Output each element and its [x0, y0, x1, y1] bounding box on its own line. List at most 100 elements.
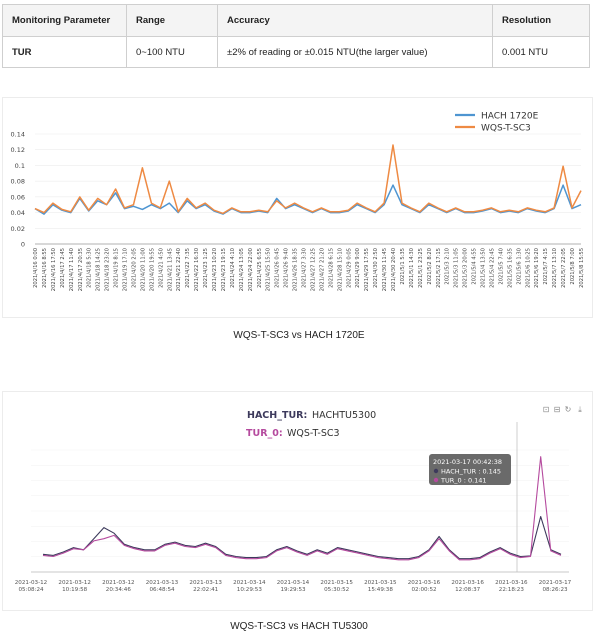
tooltip-dot-hach-tur [433, 468, 439, 474]
legend-label-wqs-t-sc3: WQS-T-SC3 [481, 124, 531, 134]
x-tick-label: 2021/4/23 19:15 [221, 248, 227, 291]
x-tick-label: 2021/5/8 7:00 [570, 248, 576, 285]
x-tick-date: 2021-03-15 [320, 580, 353, 586]
x-tick-label: 2021/5/7 13:10 [552, 248, 558, 288]
x-tick-label: 2021/5/7 22:05 [561, 248, 567, 288]
legend-key-tur-0: TUR_0: [246, 428, 283, 439]
caption-second: WQS-T-SC3 vs HACH TU5300 [230, 621, 368, 632]
x-tick-label: 2021/4/24 22:00 [248, 248, 254, 291]
x-tick-label: 2021/4/26 0:45 [275, 248, 281, 288]
x-tick-label: 2021/4/25 6:55 [257, 248, 263, 288]
tooltip-dot-tur-0 [433, 477, 439, 483]
cell-accuracy: ±2% of reading or ±0.015 NTU(the larger … [217, 36, 493, 68]
x-tick-time: 02:00:52 [411, 587, 436, 593]
x-tick-label: 2021/4/30 2:50 [373, 248, 379, 288]
cell-resolution: 0.001 NTU [492, 36, 590, 68]
y-tick-label: 0.08 [11, 178, 25, 186]
y-tick-label: 0.12 [11, 146, 25, 154]
y-tick-label: 0.04 [11, 209, 25, 217]
x-tick-label: 2021/5/3 20:00 [463, 248, 469, 288]
x-tick-label: 2021/4/27 12:25 [310, 248, 316, 291]
x-tick-time: 20:34:46 [106, 587, 132, 593]
x-tick-date: 2021-03-13 [146, 580, 179, 586]
x-tick-label: 2021/5/2 17:15 [436, 248, 442, 288]
header-resolution: Resolution [492, 4, 590, 37]
x-tick-label: 2021/4/24 13:05 [239, 248, 245, 291]
x-tick-label: 2021/4/28 15:10 [337, 248, 343, 291]
series-line-wqs-t-sc3 [34, 144, 582, 215]
x-tick-label: 2021/5/8 15:55 [579, 248, 585, 288]
x-tick-label: 2021/4/26 18:35 [293, 248, 299, 291]
x-tick-label: 2021/4/30 11:45 [382, 248, 388, 291]
series-line-hach-tur [42, 515, 562, 560]
legend-label-hach-1720e: HACH 1720E [481, 112, 539, 122]
x-tick-label: 2021/4/17 20:35 [78, 248, 84, 291]
legend-name-tur-0: WQS-T-SC3 [287, 428, 340, 439]
legend-key-hach-tur: HACH_TUR: [247, 410, 307, 421]
x-tick-label: 2021/5/1 23:25 [418, 248, 424, 288]
header-range: Range [126, 4, 218, 37]
y-tick-label: 0.06 [11, 193, 25, 201]
x-tick-label: 2021/4/23 10:20 [212, 248, 218, 291]
x-tick-label: 2021/4/21 22:40 [176, 248, 182, 291]
x-tick-time: 22:18:23 [499, 587, 525, 593]
x-tick-label: 2021/4/17 2:45 [60, 248, 66, 288]
x-tick-date: 2021-03-17 [539, 580, 572, 586]
x-tick-label: 2021/4/16 17:50 [51, 248, 57, 291]
x-tick-label: 2021/4/21 4:50 [158, 248, 164, 288]
x-tick-time: 10:29:53 [237, 587, 263, 593]
zoom-in-icon: ⊡ [543, 405, 550, 414]
x-tick-time: 05:30:52 [324, 587, 349, 593]
x-tick-time: 22:02:41 [193, 587, 219, 593]
tooltip-time: 2021-03-17 00:42:38 [433, 458, 502, 466]
zoom-out-icon: ⊟ [554, 405, 561, 414]
tooltip-line-tur-0: TUR_0 : 0.141 [440, 477, 487, 485]
chart-1: 0 0.02 0.04 0.06 0.08 0.1 0.12 0.14 2021/4/16 0:… [11, 112, 585, 292]
x-tick-date: 2021-03-14 [233, 580, 266, 586]
x-tick-label: 2021/4/19 17:10 [123, 248, 129, 291]
x-tick-label: 2021/4/22 16:30 [194, 248, 200, 291]
restore-icon: ↻ [565, 405, 572, 414]
x-tick-label: 2021/4/18 5:30 [87, 248, 93, 288]
x-tick-label: 2021/5/4 22:45 [489, 248, 495, 288]
x-tick-label: 2021/5/6 10:25 [525, 248, 531, 288]
x-tick-date: 2021-03-15 [364, 580, 397, 586]
x-tick-label: 2021/4/23 1:25 [203, 248, 209, 288]
x-tick-label: 2021/4/19 8:15 [114, 248, 120, 288]
x-tick-time: 10:19:58 [62, 587, 88, 593]
x-tick-time: 12:08:37 [455, 587, 481, 593]
x-tick-time: 08:26:23 [542, 587, 568, 593]
x-tick-label: 2021/4/29 0:05 [346, 248, 352, 288]
x-tick-date: 2021-03-16 [495, 580, 528, 586]
x-tick-label: 2021/4/20 2:05 [131, 248, 137, 288]
y-tick-label: 0.14 [11, 131, 25, 139]
x-tick-label: 2021/5/1 5:35 [400, 248, 406, 285]
cell-parameter: TUR [2, 36, 127, 68]
chart-2: 2021-03-1205:08:242021-03-1210:19:582021… [15, 405, 582, 593]
chart-1-panel: 0 0.02 0.04 0.06 0.08 0.1 0.12 0.14 2021/4/16 0:… [2, 97, 593, 318]
tooltip-line-hach-tur: HACH_TUR : 0.145 [441, 468, 501, 476]
y-tick-label: 0.1 [15, 162, 25, 170]
chart-2-panel: 2021-03-12 05:08:24 2021-03-12 10:19:58 2021… [2, 391, 593, 611]
x-tick-time: 05:08:24 [18, 587, 44, 593]
cell-range: 0~100 NTU [126, 36, 218, 68]
download-icon: ⤓ [578, 405, 582, 414]
tooltip-box [429, 454, 511, 485]
x-tick-date: 2021-03-16 [451, 580, 484, 586]
series-line-tur-0 [42, 456, 562, 561]
x-tick-time: 15:49:38 [368, 587, 394, 593]
x-tick-time: 19:29:53 [280, 587, 306, 593]
x-tick-label: 2021/4/20 11:00 [140, 248, 146, 291]
header-monitoring-parameter: Monitoring Parameter [2, 4, 127, 37]
x-tick-label: 2021/5/2 8:20 [427, 248, 433, 285]
legend-name-hach-tur: HACHTU5300 [312, 410, 376, 421]
x-tick-label: 2021/4/27 21:20 [319, 248, 325, 291]
x-tick-label: 2021/5/4 4:55 [472, 248, 478, 285]
x-tick-date: 2021-03-13 [189, 580, 222, 586]
x-tick-label: 2021/5/3 2:10 [445, 248, 451, 285]
x-tick-label: 2021/4/17 11:40 [69, 248, 75, 291]
x-tick-time: 06:48:54 [149, 587, 175, 593]
x-tick-label: 2021/5/3 11:05 [454, 248, 460, 288]
x-tick-date: 2021-03-16 [408, 580, 441, 586]
spec-table: Monitoring Parameter Range Accuracy Reso… [2, 4, 590, 68]
